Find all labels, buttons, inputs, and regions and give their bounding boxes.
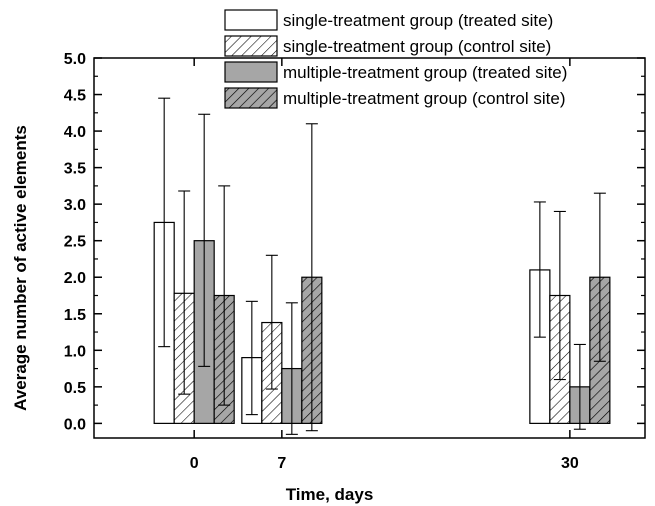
- legend-label-4: multiple-treatment group (control site): [283, 89, 566, 108]
- y-tick-label: 1.5: [64, 307, 86, 324]
- legend-label-2: single-treatment group (control site): [283, 37, 551, 56]
- y-tick-label: 0.0: [64, 416, 86, 433]
- x-tick-label: 0: [190, 455, 199, 472]
- y-axis-title: Average number of active elements: [11, 125, 30, 411]
- legend-swatch-4: [224, 87, 278, 109]
- y-tick-label: 2.5: [64, 234, 86, 251]
- y-tick-label: 3.0: [64, 197, 86, 214]
- legend-swatch-3: [224, 61, 278, 83]
- legend-label-1: single-treatment group (treated site): [283, 11, 553, 30]
- legend-label-3: multiple-treatment group (treated site): [283, 63, 567, 82]
- x-axis-title: Time, days: [286, 485, 374, 504]
- error-bars-layer: [158, 97, 606, 435]
- y-tick-label: 5.0: [64, 51, 86, 68]
- y-tick-label: 1.0: [64, 343, 86, 360]
- y-tick-label: 3.5: [64, 161, 86, 178]
- y-axis: 0.0 0.5 1.0 1.5 2.0 2.5 3.0 3.5 4.0 4.5 5.0: [64, 51, 645, 433]
- legend: single-treatment group (treated site) sin…: [224, 9, 567, 109]
- bars-layer: [153, 221, 611, 424]
- legend-swatch-1: [224, 9, 278, 31]
- x-tick-label: 7: [277, 455, 286, 472]
- legend-swatch-2: [224, 35, 278, 57]
- y-tick-label: 4.0: [64, 124, 86, 141]
- plot-frame: [93, 57, 646, 439]
- x-tick-label: 30: [561, 455, 579, 472]
- x-axis: 0 7 30: [190, 58, 579, 472]
- y-tick-label: 4.5: [64, 88, 86, 105]
- y-tick-label: 0.5: [64, 380, 86, 397]
- y-tick-label: 2.0: [64, 270, 86, 287]
